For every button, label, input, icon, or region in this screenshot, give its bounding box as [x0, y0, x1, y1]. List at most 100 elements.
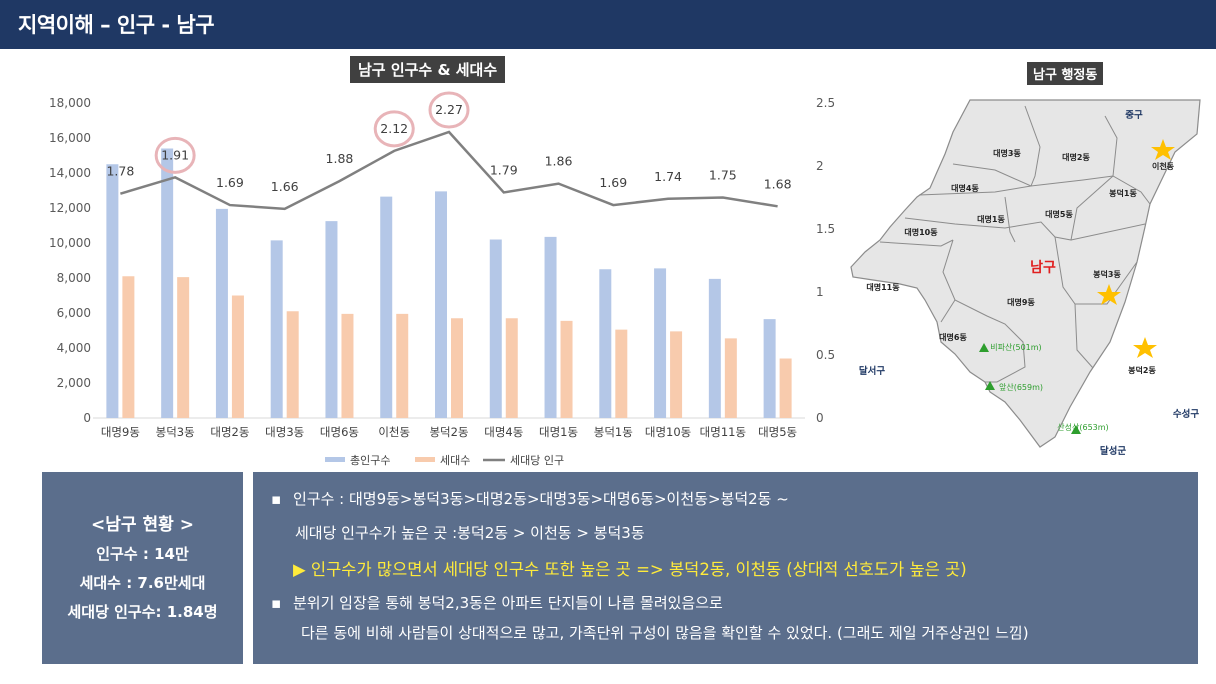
line-data-label: 1.91	[161, 147, 189, 162]
map-dong-label: 봉덕2동	[1128, 365, 1156, 375]
map-dong-label: 대명2동	[1062, 152, 1090, 162]
bar-households	[177, 277, 190, 418]
map-dong-label: 대명11동	[866, 282, 900, 292]
bar-population	[270, 240, 283, 418]
y-left-tick-label: 18,000	[49, 96, 91, 110]
map-dong-label: 대명3동	[993, 148, 1021, 158]
map-dong-label: 대명10동	[904, 227, 938, 237]
map-mountain-label: 산성산(653m)	[1057, 422, 1108, 432]
notes-panel: ▪ 인구수 : 대명9동>봉덕3동>대명2동>대명3동>대명6동>이천동>봉덕2동…	[253, 472, 1198, 664]
mountain-icon	[979, 343, 989, 352]
map-district-label: 남구	[1030, 259, 1056, 276]
bar-population	[161, 148, 174, 418]
x-tick-label: 봉덕2동	[429, 425, 468, 439]
map-neighbor-label: 달서구	[859, 365, 885, 377]
bar-population	[489, 239, 502, 418]
summary-households: 세대수 : 7.6만세대	[79, 574, 206, 592]
bar-population	[654, 268, 667, 418]
note-line-3: ▶ 인구수가 많으면서 세대당 인구수 또한 높은 곳 => 봉덕2동, 이천동…	[293, 560, 967, 579]
bar-households	[231, 295, 244, 418]
star-icon	[1151, 139, 1175, 160]
x-tick-label: 대명5동	[758, 425, 797, 439]
line-data-label: 1.75	[709, 168, 737, 183]
map-neighbor-label: 중구	[1125, 110, 1143, 121]
map-dong-borders	[879, 105, 1151, 383]
bullet-icon: ▪	[271, 594, 282, 612]
map-mountain-label: 앞산(659m)	[999, 382, 1043, 392]
bar-population	[435, 191, 447, 418]
map-dong-label: 대명1동	[977, 214, 1005, 224]
y-left-tick-label: 0	[83, 411, 91, 425]
map-neighbor-label: 달성군	[1100, 445, 1126, 457]
bar-population	[544, 236, 557, 418]
line-data-label: 1.69	[216, 175, 244, 190]
y-right-tick-label: 2.5	[816, 96, 835, 110]
star-icon	[1097, 284, 1121, 305]
map-dong-label: 봉덕1동	[1109, 188, 1137, 198]
y-left-tick-label: 8,000	[57, 271, 91, 285]
summary-per-household: 세대당 인구수: 1.84명	[67, 603, 218, 621]
y-right-tick-label: 0.5	[816, 348, 835, 362]
bar-households	[615, 329, 628, 418]
line-data-label: 1.68	[764, 176, 792, 191]
line-data-label: 2.27	[435, 102, 463, 117]
x-tick-label: 대명11동	[700, 425, 746, 439]
line-data-label: 1.66	[271, 179, 299, 194]
note-line-2: 세대당 인구수가 높은 곳 :봉덕2동 > 이천동 > 봉덕3동	[295, 524, 645, 542]
y-right-tick-label: 1	[816, 285, 824, 299]
summary-heading: <남구 현황 >	[91, 515, 194, 535]
bar-population	[763, 319, 776, 418]
x-tick-label: 대명2동	[210, 425, 249, 439]
combo-chart: 0 2,000 4,000 6,000 8,000 10,000 12,000 14,000 1…	[49, 91, 835, 467]
x-tick-label: 대명9동	[101, 425, 140, 439]
bar-households	[779, 358, 792, 418]
highlight-circle	[373, 110, 415, 148]
legend-label: 세대수	[440, 454, 470, 467]
bar-households	[396, 313, 409, 418]
line-data-label: 1.74	[654, 169, 682, 184]
map-neighbor-label: 수성구	[1173, 408, 1199, 420]
note-line-4: ▪ 분위기 임장을 통해 봉덕2,3동은 아파트 단지들이 나름 몰려있음으로	[271, 594, 723, 612]
x-tick-label: 대명6동	[320, 425, 359, 439]
bullet-icon: ▪	[271, 490, 282, 508]
mountain-icon	[985, 381, 995, 390]
legend-swatch	[415, 457, 435, 462]
bar-population	[708, 278, 721, 418]
star-icon	[1133, 337, 1157, 358]
legend-label: 세대당 인구	[510, 454, 564, 467]
legend-swatch	[325, 457, 345, 462]
bar-population	[215, 208, 228, 418]
y-right-tick-label: 2	[816, 159, 824, 173]
x-tick-label: 대명10동	[645, 425, 691, 439]
bar-households	[341, 313, 354, 418]
note-line-1: ▪ 인구수 : 대명9동>봉덕3동>대명2동>대명3동>대명6동>이천동>봉덕2동…	[271, 490, 789, 508]
x-tick-label: 대명4동	[484, 425, 523, 439]
bar-population	[106, 164, 119, 418]
map-dong-label: 이천동	[1152, 161, 1175, 171]
line-data-label: 2.12	[380, 121, 408, 136]
map-dong-label: 대명9동	[1007, 297, 1035, 307]
bar-population	[599, 269, 612, 418]
bar-households	[122, 276, 135, 418]
legend-label: 총인구수	[350, 454, 390, 467]
line-data-label: 1.78	[106, 164, 134, 179]
line-data-label: 1.88	[326, 151, 354, 166]
bar-households	[451, 318, 463, 418]
summary-panel: <남구 현황 > 인구수 : 14만 세대수 : 7.6만세대 세대당 인구수:…	[42, 472, 243, 664]
map-title: 남구 행정동	[1027, 62, 1104, 85]
x-tick-label: 대명3동	[265, 425, 304, 439]
x-tick-label: 대명1동	[539, 425, 578, 439]
x-tick-label: 봉덕1동	[594, 425, 633, 439]
line-data-label: 1.79	[490, 162, 518, 177]
y-left-tick-label: 2,000	[57, 376, 91, 390]
bar-households	[286, 311, 299, 418]
header-bar: 지역이해 – 인구 - 남구	[0, 0, 1216, 49]
x-tick-label: 봉덕3동	[156, 425, 195, 439]
bar-population	[325, 221, 338, 418]
x-tick-label: 이천동	[378, 425, 410, 439]
highlight-circle	[428, 91, 470, 129]
note-line-5: 다른 동에 비해 사람들이 상대적으로 많고, 가족단위 구성이 많음을 확인할…	[301, 624, 1029, 642]
bar-households	[670, 331, 683, 418]
